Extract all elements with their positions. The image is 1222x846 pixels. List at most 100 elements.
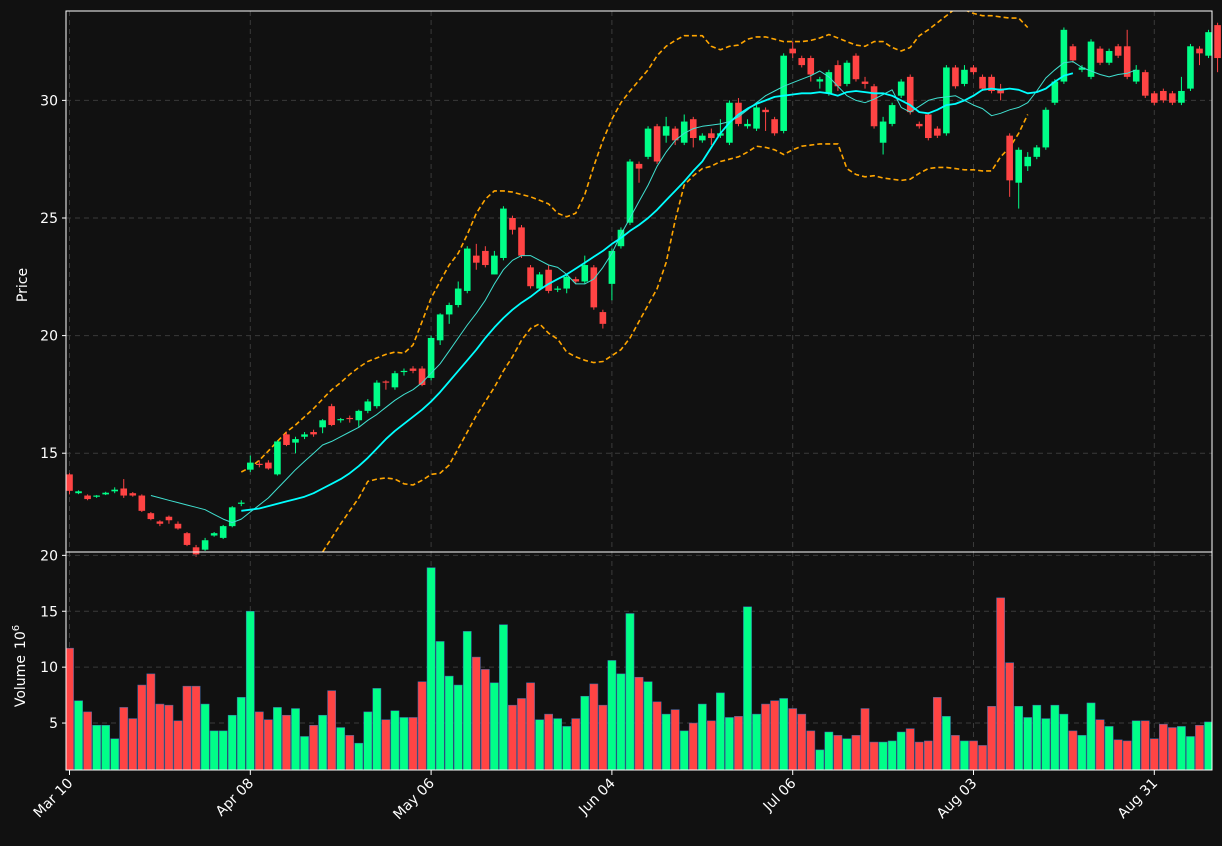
candle-body-up [581, 265, 589, 282]
candle-body-up [219, 526, 227, 538]
candle-body-down [409, 368, 417, 371]
volume-bar-down [652, 701, 662, 770]
volume-bar-up [1059, 713, 1069, 770]
candle-body-down [789, 48, 796, 54]
candle-body-up [943, 67, 950, 134]
candle-body-down [545, 269, 552, 291]
candle-body-down [915, 123, 923, 127]
candle-body-down [174, 523, 182, 529]
candle-body-up [1205, 32, 1212, 56]
volume-bar-down [987, 706, 996, 770]
candle-body-up [391, 373, 399, 388]
volume-bar-up [896, 731, 906, 770]
candle-body-up [897, 81, 905, 96]
candle-body-up [608, 250, 616, 284]
volume-bar-down [932, 697, 942, 770]
volume-bar-down [761, 703, 770, 770]
volume-bar-up [453, 684, 463, 770]
volume-bar-up [435, 641, 445, 770]
candle-body-up [563, 276, 570, 289]
candle-body-down [1123, 46, 1131, 77]
volume-bar-up [291, 708, 300, 770]
candle-body-down [762, 109, 769, 113]
volume-bar-up [101, 725, 111, 770]
candle-body-down [653, 126, 661, 162]
volume-bar-down [1195, 725, 1204, 770]
volume-bar-down [471, 656, 481, 770]
candle-body-down [1069, 46, 1077, 61]
volume-bar-down [517, 698, 526, 770]
candle-body-up [699, 135, 706, 141]
volume-bar-down [191, 685, 201, 770]
candle-body-up [491, 255, 498, 275]
volume-bar-up [562, 726, 572, 770]
volume-bar-down [598, 704, 608, 770]
candle-body-down [798, 58, 806, 66]
candle-body-up [247, 462, 254, 470]
volume-bar-up [887, 740, 897, 770]
volume-bar-down [951, 735, 960, 770]
candle-body-down [310, 432, 317, 435]
volume-bar-up [218, 730, 228, 770]
candle-body-up [463, 248, 471, 291]
volume-tick-label: 10 [40, 660, 58, 676]
candle-body-down [671, 128, 679, 141]
candle-body-up [753, 107, 760, 129]
volume-bar-down [173, 720, 183, 770]
candle-body-up [355, 410, 363, 421]
candle-body-up [1178, 90, 1185, 103]
candle-body-down [590, 267, 598, 308]
volume-bar-down [1095, 719, 1105, 770]
volume-bar-up [616, 673, 626, 770]
volume-bar-up [661, 713, 671, 770]
candle-body-down [735, 102, 742, 124]
volume-bar-up [74, 700, 83, 770]
candle-body-down [265, 462, 272, 469]
volume-axis-unit: 10 [13, 631, 29, 649]
volume-bar-up [499, 624, 508, 770]
volume-bar-up [318, 714, 327, 770]
volume-bar-up [725, 717, 734, 770]
volume-bar-down [905, 728, 915, 770]
candle-body-down [906, 76, 914, 113]
volume-bar-up [1131, 720, 1141, 770]
candle-body-up [888, 105, 896, 124]
candle-body-up [102, 492, 109, 495]
volume-bar-down [526, 682, 535, 770]
candle-body-down [256, 463, 263, 465]
candle-body-down [382, 381, 390, 383]
candle-body-up [436, 314, 444, 341]
volume-bar-down [282, 714, 291, 770]
volume-bar-down [706, 720, 716, 770]
volume-bar-down [670, 709, 680, 770]
candle-body-up [337, 419, 344, 421]
candle-body-up [373, 382, 381, 407]
volume-bar-up [752, 713, 761, 770]
candle-body-down [84, 495, 91, 500]
volume-bar-up [444, 675, 454, 770]
volume-bar-down [164, 704, 174, 770]
volume-bar-up [580, 695, 590, 770]
volume-bar-down [66, 647, 74, 770]
volume-bar-down [806, 730, 816, 770]
candle-body-down [635, 163, 643, 169]
price-tick-label: 15 [40, 446, 58, 462]
volume-bar-down [1005, 662, 1015, 770]
candle-body-up [843, 62, 851, 84]
volume-bar-down [155, 703, 165, 770]
volume-bar-up [1041, 718, 1051, 770]
volume-bar-up [1204, 721, 1212, 770]
candle-body-down [165, 516, 173, 521]
volume-bar-down [589, 683, 599, 770]
volume-bar-down [417, 681, 427, 770]
volume-bar-down [1068, 730, 1078, 770]
volume-bar-up [697, 703, 707, 770]
volume-panel: 5 10 15 20 [40, 548, 1213, 771]
candle-body-down [1160, 90, 1167, 101]
candle-body-up [500, 208, 507, 258]
volume-bar-down [688, 722, 698, 770]
volume-bar-down [833, 735, 843, 770]
volume-bar-down [797, 713, 807, 770]
bollinger-lower-line [241, 114, 1029, 552]
volume-bar-up [824, 731, 834, 770]
